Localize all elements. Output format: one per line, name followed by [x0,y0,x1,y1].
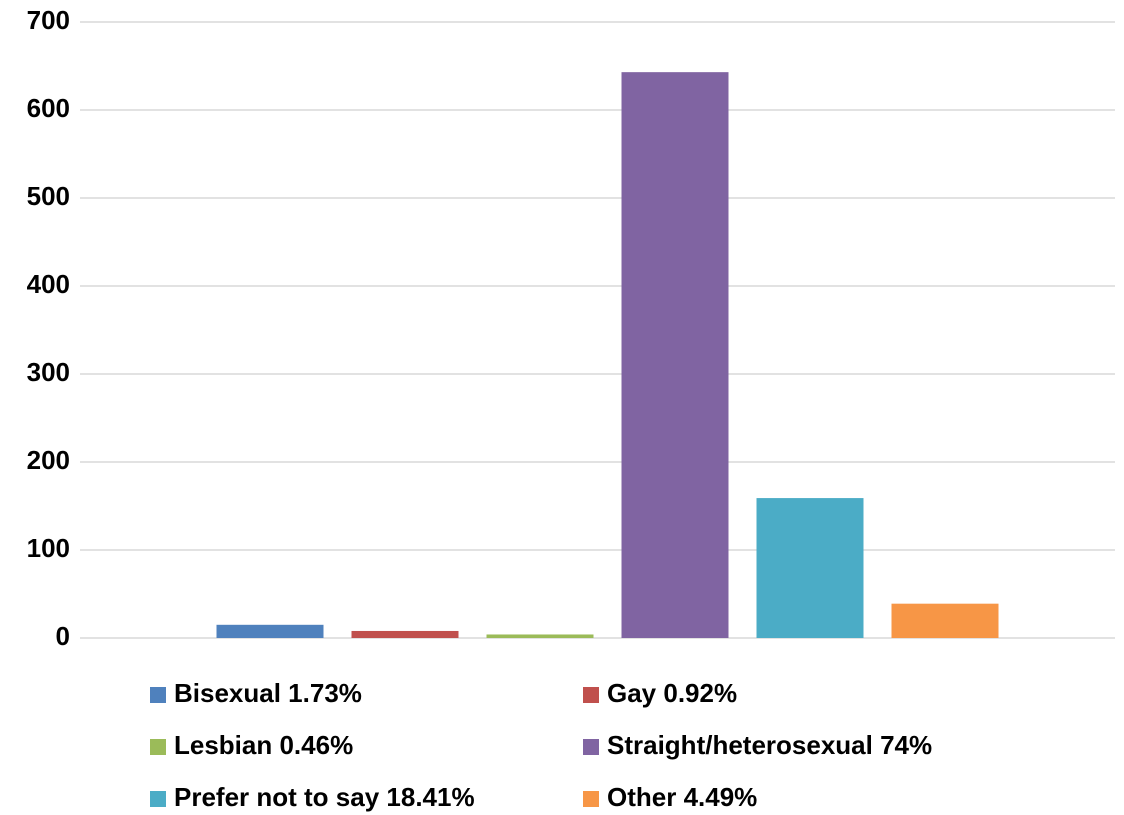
y-tick-label: 600 [27,93,70,123]
y-tick-label: 700 [27,5,70,35]
legend-swatch [150,687,166,703]
bar [621,72,729,638]
legend-label: Gay 0.92% [607,678,737,708]
bar [216,624,324,638]
bar [891,603,999,638]
y-tick-label: 400 [27,269,70,299]
legend-label: Prefer not to say 18.41% [174,782,475,812]
legend-swatch [150,739,166,755]
bar [756,498,864,638]
legend-label: Lesbian 0.46% [174,730,353,760]
bar [351,630,459,638]
legend-label: Straight/heterosexual 74% [607,730,932,760]
y-tick-label: 200 [27,445,70,475]
y-tick-label: 300 [27,357,70,387]
legend-swatch [583,687,599,703]
bar [486,634,594,638]
y-tick-label: 0 [56,621,70,651]
y-tick-label: 100 [27,533,70,563]
legend-label: Other 4.49% [607,782,757,812]
legend-swatch [583,791,599,807]
y-tick-label: 500 [27,181,70,211]
legend-swatch [150,791,166,807]
legend-label: Bisexual 1.73% [174,678,362,708]
legend-swatch [583,739,599,755]
